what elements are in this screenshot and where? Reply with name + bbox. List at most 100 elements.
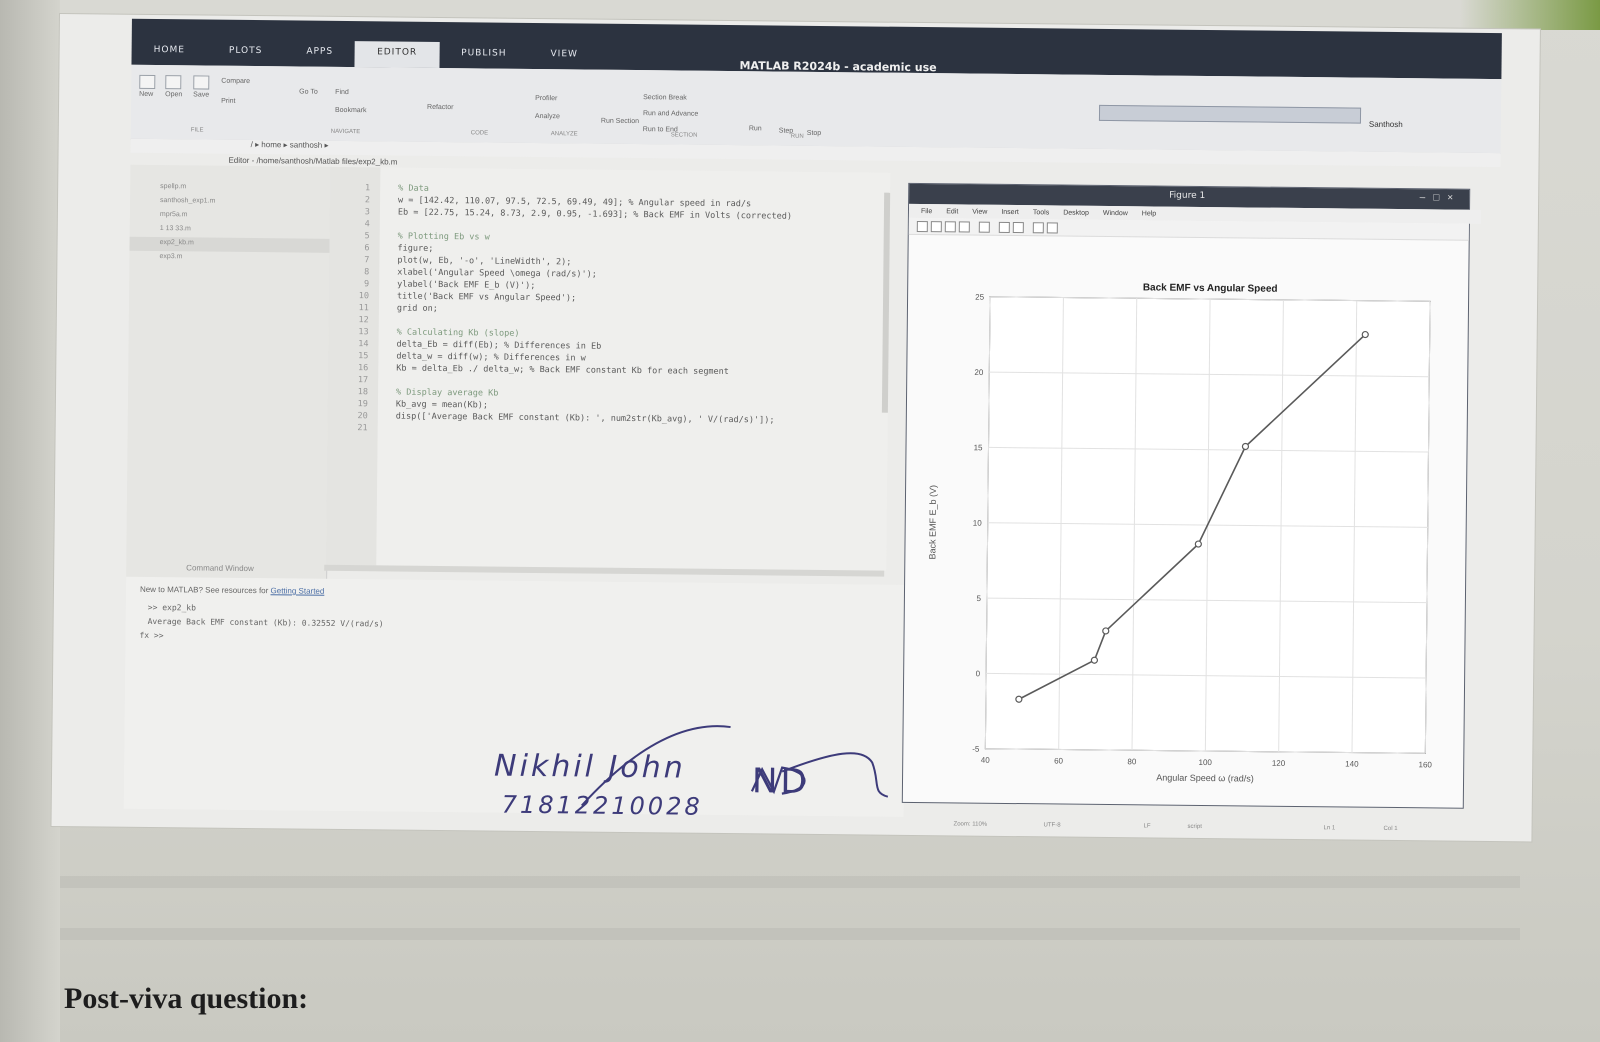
refactor-button[interactable]: Refactor: [427, 103, 454, 112]
encoding: UTF-8: [1043, 822, 1061, 829]
section-section: SECTION: [670, 132, 698, 139]
data-cursor-icon[interactable]: [1012, 221, 1024, 234]
goto-button[interactable]: Go To: [299, 88, 318, 96]
menu-edit[interactable]: Edit: [946, 207, 959, 215]
section-code: CODE: [470, 130, 489, 137]
pan-icon[interactable]: [998, 221, 1010, 233]
figure-title: Figure 1: [1169, 190, 1206, 202]
x-tick-label: 120: [1272, 759, 1286, 768]
section-analyze: ANALYZE: [550, 131, 578, 138]
file-item[interactable]: exp3.m: [159, 253, 183, 261]
legend-icon[interactable]: [1032, 222, 1044, 234]
profiler-button[interactable]: Profiler: [535, 94, 558, 103]
figure-window[interactable]: Figure 1 –□× File Edit View Insert Tools…: [901, 182, 1482, 809]
grid-line-y: [986, 672, 1427, 679]
line-number: 17: [357, 375, 369, 386]
line-number: 18: [357, 387, 369, 398]
analyze-button[interactable]: Analyze: [534, 112, 560, 121]
line-number: 7: [364, 255, 370, 266]
section-break-button[interactable]: Section Break: [643, 94, 687, 102]
y-tick-label: 15: [974, 443, 984, 452]
menu-file[interactable]: File: [920, 207, 933, 215]
line-number: 6: [364, 243, 370, 254]
code-text: Kb_avg = mean(Kb);: [395, 399, 489, 411]
matlab-printout: HOME PLOTS APPS EDITOR PUBLISH VIEW MATL…: [51, 14, 1540, 842]
section-navigate: NAVIGATE: [330, 128, 361, 136]
y-tick-label: 20: [974, 368, 984, 377]
tab-home[interactable]: HOME: [153, 44, 185, 56]
code-editor[interactable]: 1% Data 2 w = [142.42, 110.07, 97.5, 72.5,…: [326, 166, 891, 571]
menu-tools[interactable]: Tools: [1032, 208, 1050, 216]
new-figure-icon[interactable]: [916, 220, 928, 233]
x-tick-label: 140: [1345, 759, 1359, 768]
save-button[interactable]: Save: [193, 75, 210, 99]
command-entry: >> exp2_kb: [147, 602, 197, 613]
code-text: figure;: [397, 243, 434, 254]
print-icon[interactable]: [958, 221, 970, 233]
intro-text: New to MATLAB? See resources for Getting…: [139, 584, 325, 596]
line-number: 9: [364, 279, 370, 290]
menu-help[interactable]: Help: [1141, 209, 1157, 217]
y-tick-label: -5: [972, 745, 980, 754]
y-axis-label: Back EMF E_b (V): [927, 485, 938, 560]
code-text: plot(w, Eb, '-o', 'LineWidth', 2);: [397, 255, 572, 268]
tab-plots[interactable]: PLOTS: [228, 45, 263, 57]
menu-window[interactable]: Window: [1102, 209, 1128, 217]
line-number: 16: [358, 363, 369, 374]
data-point: [1015, 695, 1023, 703]
window-controls[interactable]: –□×: [1419, 192, 1462, 204]
open-button[interactable]: Open: [165, 75, 182, 98]
editor-scrollbar[interactable]: [881, 192, 891, 413]
code-text: ylabel('Back EMF E_b (V)');: [397, 279, 536, 291]
code-text: % Display average Kb: [396, 387, 499, 399]
compare-button[interactable]: Compare: [221, 77, 251, 85]
menu-insert[interactable]: Insert: [1001, 208, 1019, 216]
run-advance-button[interactable]: Run and Advance: [642, 110, 699, 118]
x-tick-label: 160: [1418, 760, 1432, 769]
line-number: 11: [358, 303, 369, 314]
command-prompt[interactable]: fx >>: [139, 630, 164, 641]
colorbar-icon[interactable]: [1046, 222, 1058, 234]
line-number: 5: [364, 231, 370, 242]
run-button[interactable]: Run: [748, 125, 762, 133]
bookmark-button[interactable]: Bookmark: [334, 106, 367, 115]
line-number: 2: [364, 195, 371, 206]
getting-started-link[interactable]: Getting Started: [270, 586, 325, 596]
line-number: 20: [357, 411, 368, 422]
line-number: Ln 1: [1323, 825, 1336, 832]
plot-area[interactable]: 40 60 80 100 120 140 160 -5 0 5 10 15 20 25 Back EMF v…: [903, 234, 1469, 806]
menu-view[interactable]: View: [972, 208, 988, 216]
grid-line-y: [988, 446, 1429, 453]
code-text: Kb = delta_Eb ./ delta_w; % Back EMF con…: [396, 363, 729, 378]
signature-strokes: [581, 725, 889, 807]
new-button[interactable]: New: [139, 74, 156, 98]
section-file: FILE: [190, 127, 204, 134]
save-icon[interactable]: [944, 221, 956, 233]
breadcrumb: / ▸ home ▸ santhosh ▸: [250, 140, 329, 150]
user-account[interactable]: Santhosh: [1368, 119, 1403, 130]
print-button[interactable]: Print: [221, 97, 236, 105]
x-tick-label: 60: [1054, 756, 1064, 765]
editor-title: Editor - /home/santhosh/Matlab files/exp…: [228, 155, 398, 167]
zoom-icon[interactable]: [978, 221, 990, 233]
zoom-level: Zoom: 110%: [953, 821, 988, 828]
chart-title: Back EMF vs Angular Speed: [1143, 282, 1278, 294]
series-line: [1018, 334, 1366, 700]
tab-editor[interactable]: EDITOR: [354, 41, 440, 68]
line-number: 19: [357, 399, 368, 410]
menu-desktop[interactable]: Desktop: [1063, 209, 1089, 217]
tab-apps[interactable]: APPS: [306, 46, 334, 57]
x-tick-label: 100: [1198, 758, 1212, 767]
column-number: Col 1: [1383, 825, 1398, 833]
handwritten-initials: ND: [751, 761, 810, 802]
open-icon[interactable]: [930, 221, 942, 233]
code-text: title('Back EMF vs Angular Speed');: [397, 291, 577, 304]
tab-publish[interactable]: PUBLISH: [461, 48, 507, 59]
stop-button[interactable]: Stop: [806, 129, 822, 137]
find-button[interactable]: Find: [335, 88, 349, 97]
search-input[interactable]: [1098, 104, 1362, 124]
data-point: [1090, 656, 1099, 664]
tab-view[interactable]: VIEW: [550, 49, 578, 60]
run-section-button[interactable]: Run Section: [600, 117, 640, 126]
